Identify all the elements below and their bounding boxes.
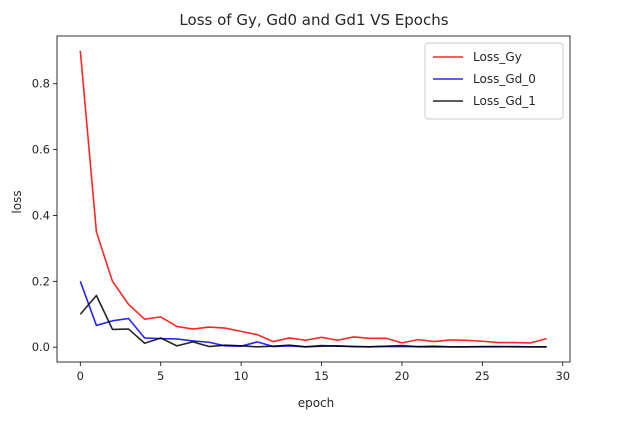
plot-area <box>56 35 571 363</box>
series-line-loss-gd-0 <box>79 281 547 348</box>
legend: Loss_Gy Loss_Gd_0 Loss_Gd_1 <box>424 42 564 120</box>
legend-box <box>424 42 564 120</box>
legend-label: Loss_Gd_1 <box>473 94 536 108</box>
series-lines <box>79 50 547 348</box>
x-tick-label: 10 <box>234 369 249 383</box>
y-tick-label: 0.8 <box>32 77 50 91</box>
series-line-loss-gy <box>79 50 547 344</box>
y-tick-label: 0.0 <box>32 340 50 354</box>
legend-label: Loss_Gy <box>473 50 522 64</box>
y-tick-label: 0.6 <box>32 143 50 157</box>
x-tick-label: 30 <box>555 369 570 383</box>
x-tick-label: 0 <box>77 369 84 383</box>
x-tick-label: 15 <box>314 369 329 383</box>
y-axis-label: loss <box>10 190 24 213</box>
x-tick-label: 5 <box>157 369 164 383</box>
series-line-loss-gd-1 <box>79 294 547 348</box>
legend-label: Loss_Gd_0 <box>473 72 536 86</box>
x-axis-label: epoch <box>298 396 335 410</box>
x-tick-label: 20 <box>395 369 410 383</box>
x-axis-ticks: 0 5 10 15 20 25 30 <box>77 362 570 383</box>
y-axis-ticks: 0.0 0.2 0.4 0.6 0.8 <box>32 77 57 354</box>
x-tick-label: 25 <box>475 369 490 383</box>
y-tick-label: 0.2 <box>32 274 50 288</box>
y-tick-label: 0.4 <box>32 208 50 222</box>
plot-frame <box>56 35 571 363</box>
chart-title: Loss of Gy, Gd0 and Gd1 VS Epochs <box>179 11 448 29</box>
